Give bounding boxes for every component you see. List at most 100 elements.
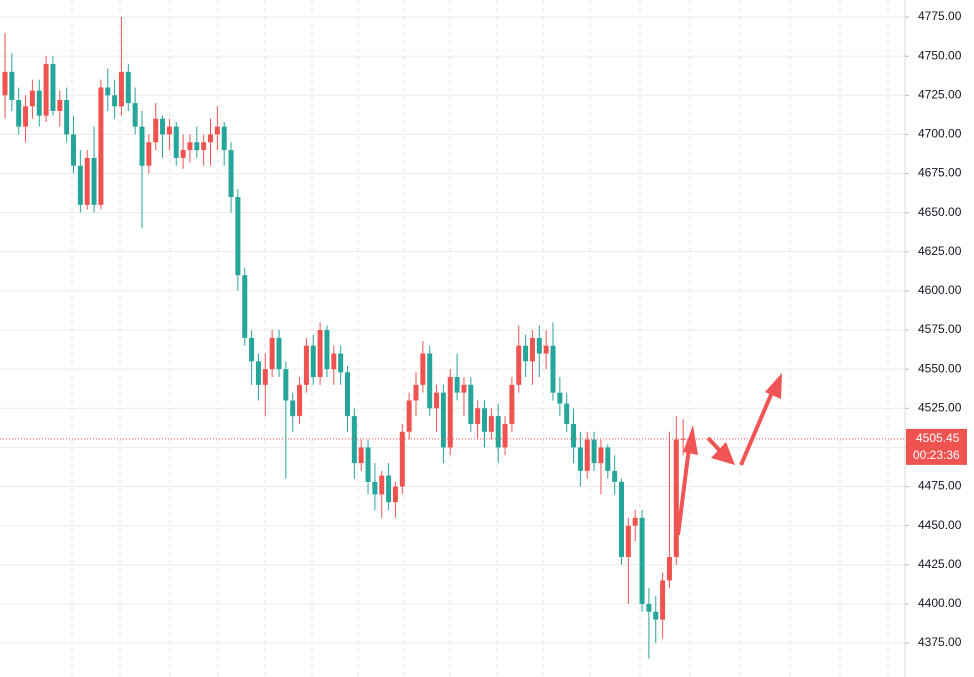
y-tick-label: 4375.00 (918, 635, 962, 649)
candle-body (625, 525, 631, 557)
candle-body (208, 134, 213, 143)
y-tick-label: 4425.00 (918, 557, 962, 571)
candle-body (523, 345, 529, 362)
candle-body (255, 361, 261, 385)
candle-body (160, 118, 166, 135)
candle-body (605, 447, 611, 471)
candle-body (345, 372, 350, 417)
candle-body (276, 337, 282, 370)
candle-body (386, 475, 392, 503)
y-tick-label: 4450.00 (918, 518, 962, 532)
candle-body (221, 126, 227, 151)
candle-body (125, 71, 131, 104)
candle-body (564, 403, 570, 424)
candle-body (379, 475, 385, 495)
y-tick-label: 4650.00 (918, 205, 962, 219)
candle-body (468, 384, 474, 424)
countdown-label: 00:23:36 (913, 448, 960, 462)
y-tick-label: 4550.00 (918, 361, 962, 375)
candle-body (392, 486, 398, 503)
candle-body (36, 90, 42, 116)
candle-body (228, 150, 234, 198)
candle-body (214, 126, 220, 135)
candle-body (516, 345, 522, 385)
candle-body (297, 384, 303, 417)
candle-body (338, 353, 344, 373)
candle-body (132, 103, 138, 127)
candle-body (194, 142, 200, 151)
candle-body (29, 90, 35, 107)
candle-body (91, 157, 97, 205)
candle-body (146, 142, 152, 166)
candle-body (118, 71, 124, 107)
candle-body (447, 376, 453, 448)
candle-body (242, 275, 248, 338)
annotation-arrows (676, 373, 782, 536)
candle-body (43, 64, 49, 116)
candle-body (105, 87, 111, 96)
candle-body (283, 369, 289, 401)
candle-body (331, 353, 337, 370)
candle-body (454, 376, 460, 393)
candle-body (269, 337, 275, 370)
y-tick-label: 4600.00 (918, 283, 962, 297)
candle-body (543, 345, 549, 354)
last-price-box (906, 428, 967, 465)
candle-body (317, 330, 323, 377)
candle-body (71, 134, 76, 166)
candle-body (50, 64, 56, 111)
candle-body (529, 337, 535, 362)
candle-body (680, 438, 686, 440)
candle-body (502, 423, 508, 448)
candle-body (461, 384, 467, 393)
y-tick-label: 4575.00 (918, 322, 962, 336)
candle-body (290, 400, 296, 417)
candle-body (310, 345, 316, 377)
candle-body (632, 517, 638, 526)
y-tick-label: 4525.00 (918, 400, 962, 414)
candle-body (351, 416, 357, 464)
last-price-label: 4505.45 (916, 431, 960, 445)
candle-body (440, 392, 446, 448)
candle-body (57, 100, 63, 111)
candle-body (509, 384, 515, 424)
candle-body (365, 447, 371, 482)
y-tick-label: 4775.00 (918, 9, 962, 23)
candle-body (23, 106, 29, 127)
candle-body (303, 345, 309, 385)
candle-body (475, 408, 481, 424)
candle-body (139, 126, 145, 166)
candle-body (201, 142, 207, 151)
candle-body (619, 481, 624, 557)
vertical-grid (71, 0, 889, 677)
candle-body (673, 439, 679, 557)
candle-body (399, 431, 405, 487)
y-tick-label: 4675.00 (918, 166, 962, 180)
candle-body (488, 416, 494, 432)
candle-body (9, 71, 15, 101)
candle-body (16, 100, 22, 127)
candle-body (420, 353, 426, 385)
candle-body (550, 345, 556, 393)
candle-body (639, 517, 645, 604)
candle-body (166, 126, 172, 135)
candle-body (612, 470, 618, 482)
candle-body (235, 197, 241, 276)
candle-body (358, 447, 364, 464)
candle-body (536, 337, 542, 354)
y-tick-label: 4625.00 (918, 244, 962, 258)
candle-body (98, 87, 104, 205)
candle-body (653, 611, 659, 620)
candle-body (482, 408, 487, 432)
candle-body (666, 556, 672, 581)
y-tick-label: 4700.00 (918, 127, 962, 141)
candle-body (153, 118, 159, 143)
candle-body (591, 439, 597, 464)
candle-body (262, 369, 268, 385)
candle-body (598, 447, 604, 464)
candle-body (577, 447, 583, 471)
candle-body (180, 150, 186, 158)
candle-body (495, 416, 501, 448)
candle-body (372, 481, 378, 495)
